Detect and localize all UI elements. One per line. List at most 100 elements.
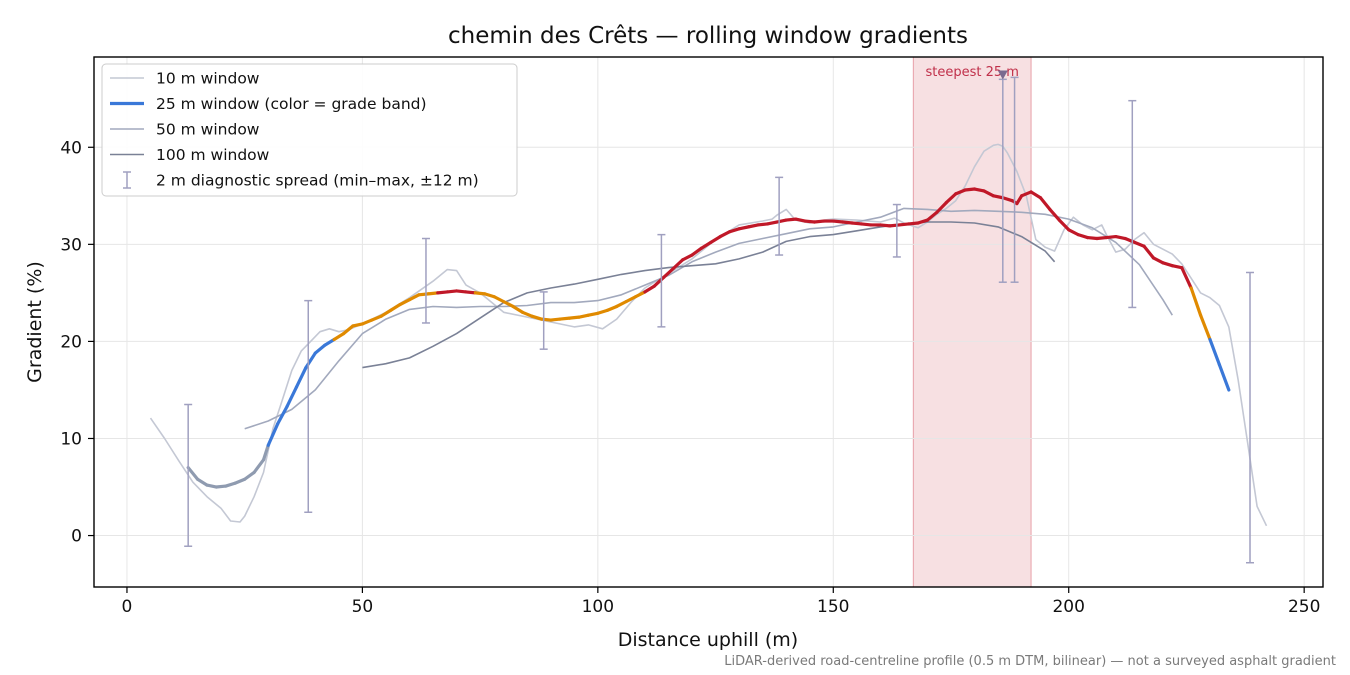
series-25m-segment: [341, 324, 355, 336]
series-25m-segment: [407, 293, 421, 302]
series-25m-segment: [954, 188, 967, 196]
series-25m-segment: [577, 313, 591, 319]
series-25m-segment: [1048, 207, 1061, 222]
legend-item: 10 m window: [110, 70, 260, 88]
legend-item: 2 m diagnostic spread (min–max, ±12 m): [123, 171, 479, 190]
steepest-section-highlight: [912, 56, 1032, 588]
legend-label: 10 m window: [156, 70, 260, 88]
series-25m-segment: [1170, 264, 1184, 270]
legend-label: 2 m diagnostic spread (min–max, ±12 m): [156, 172, 479, 190]
diagnostic-spread-bar: [1246, 271, 1255, 564]
series-25m-segment: [492, 295, 506, 304]
series-lines: [149, 143, 1268, 527]
series-25m-segment: [794, 217, 807, 223]
series-25m-segment: [596, 308, 609, 315]
series-25m-segment: [195, 477, 209, 487]
series-25m-segment: [502, 300, 515, 309]
series-25m-segment: [1057, 218, 1071, 232]
series-25m-segment: [671, 258, 685, 271]
legend-label: 50 m window: [156, 121, 260, 139]
series-25m-segment: [1133, 240, 1146, 248]
axis-ticks: 0 50 100 150 200 250 0 10 20 30 40: [60, 138, 1320, 617]
series-25m-segment: [699, 240, 713, 250]
series-25m-segment: [266, 422, 280, 447]
diagnostic-spread-bar: [1010, 76, 1019, 283]
series-25m-segment: [991, 194, 1005, 200]
series-25m-segment: [746, 223, 760, 229]
series-25m-segment: [1123, 236, 1137, 245]
series-25m-segment: [662, 267, 675, 279]
x-tick-label: 150: [817, 597, 849, 617]
series-25m-segment: [252, 458, 266, 475]
series-25m-segment: [243, 470, 256, 481]
series-25m-segment: [276, 404, 289, 426]
diagnostic-spread-bar: [304, 299, 313, 514]
series-25m-segment: [1001, 196, 1014, 203]
series-25m-segment: [323, 337, 336, 347]
legend-item: 50 m window: [110, 121, 260, 139]
series-25m-segment: [652, 275, 666, 288]
series-25m-segment: [775, 218, 788, 224]
series-25m-segment: [718, 230, 732, 239]
y-tick-label: 30: [60, 235, 82, 255]
legend-item: 25 m window (color = grade band): [110, 95, 427, 113]
series-25m-segment: [186, 466, 200, 481]
series-25m-segment: [304, 351, 317, 370]
series-25m-segment: [285, 385, 299, 409]
series-25m-segment: [1151, 256, 1165, 265]
series-25m-segment: [233, 477, 247, 485]
series-25m-segment: [1180, 266, 1193, 290]
x-tick-label: 0: [122, 597, 133, 617]
x-tick-label: 250: [1288, 597, 1320, 617]
legend: 10 m window 25 m window (color = grade ba…: [101, 63, 518, 197]
series-25m-segment: [294, 366, 308, 389]
x-axis-label: Distance uphill (m): [618, 629, 798, 651]
diagnostic-spread-bar: [1128, 99, 1137, 309]
series-100m-line: [362, 221, 1056, 369]
series-25m-segment: [1029, 190, 1043, 200]
series-25m-segment: [224, 481, 237, 488]
series-25m-segment: [313, 343, 327, 355]
series-25m-segment: [916, 218, 930, 225]
series-25m-segment: [944, 192, 958, 205]
y-tick-label: 0: [71, 527, 82, 547]
series-25m-segment: [765, 220, 779, 226]
series-25m-segment: [633, 290, 647, 299]
series-25m-segment: [709, 234, 722, 245]
series-25m-segment: [1076, 233, 1090, 240]
series-25m-segment: [1198, 313, 1212, 342]
series-25m-segment: [643, 284, 656, 294]
plot-frame: [93, 56, 1324, 588]
series-25m-segment: [737, 225, 751, 231]
series-25m-segment: [982, 189, 995, 198]
diagnostic-spread-bar: [892, 203, 901, 258]
chart-title: chemin des Crêts — rolling window gradie…: [448, 23, 968, 49]
series-25m-segment: [530, 314, 543, 321]
series-25m-segment: [605, 304, 619, 312]
series-25m-segment: [1217, 363, 1231, 392]
footnote: LiDAR-derived road-centreline profile (0…: [724, 654, 1336, 669]
series-25m-segment: [1038, 196, 1052, 211]
series-25m-segment: [1114, 234, 1127, 241]
legend-item: 100 m window: [110, 146, 270, 164]
series-25m-segment: [925, 210, 939, 222]
series-25m-segment: [1161, 261, 1174, 268]
series-25m-segment: [1142, 244, 1156, 260]
series-25m-segment: [1067, 228, 1080, 237]
series-25m-segment: [615, 300, 628, 309]
diagnostic-spread-bar: [421, 237, 430, 324]
series-25m-banded-line: [186, 187, 1231, 489]
diagnostic-spread-bars: [184, 76, 1255, 564]
series-25m-segment: [205, 483, 219, 489]
series-25m-segment: [586, 311, 600, 317]
series-10m-line: [149, 143, 1268, 527]
y-axis-label: Gradient (%): [24, 261, 46, 383]
series-25m-segment: [379, 308, 393, 318]
legend-label: 25 m window (color = grade band): [156, 95, 427, 113]
series-25m-segment: [728, 227, 741, 234]
x-tick-label: 100: [582, 597, 614, 617]
diagnostic-spread-bar: [775, 176, 784, 256]
series-25m-segment: [690, 246, 704, 257]
series-25m-segment: [511, 304, 525, 314]
